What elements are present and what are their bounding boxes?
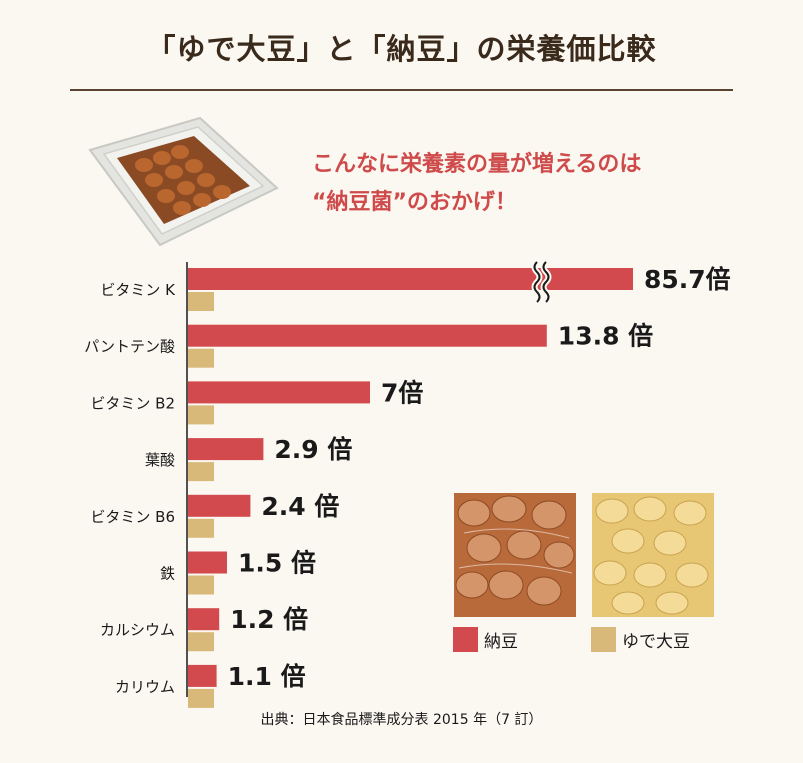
bar-natto bbox=[188, 608, 220, 631]
data-label: 1.1 倍 bbox=[228, 662, 306, 691]
category-label: パントテン酸 bbox=[84, 338, 175, 356]
natto-photo bbox=[454, 493, 576, 617]
legend-boiled: ゆで大豆 bbox=[591, 625, 690, 653]
bar-boiled bbox=[188, 348, 214, 368]
category-label: カルシウム bbox=[100, 621, 175, 639]
legend-boiled-swatch bbox=[591, 626, 616, 652]
bar-boiled bbox=[188, 405, 214, 425]
axis-break-mark bbox=[542, 261, 550, 303]
bar-natto bbox=[188, 494, 251, 517]
bar-boiled bbox=[188, 632, 214, 652]
callout-text: こんなに栄養素の量が増えるのは “納豆菌”のおかげ！ bbox=[312, 146, 641, 222]
data-label: 1.5 倍 bbox=[238, 549, 316, 578]
category-label: 鉄 bbox=[160, 565, 175, 583]
bar-natto bbox=[188, 438, 264, 461]
bar-natto bbox=[188, 664, 217, 687]
page-title: 「ゆで大豆」と「納豆」の栄養価比較 bbox=[146, 32, 657, 66]
data-label: 85.7倍 bbox=[644, 265, 731, 294]
category-label: 葉酸 bbox=[145, 451, 175, 469]
legend-boiled-label: ゆで大豆 bbox=[622, 631, 690, 652]
source-note: 出典：日本食品標準成分表 2015 年（7 訂） bbox=[260, 712, 543, 728]
category-label: ビタミン B6 bbox=[90, 508, 175, 526]
category-label: カリウム bbox=[115, 678, 175, 696]
data-label: 2.9 倍 bbox=[274, 435, 352, 464]
legend-natto-swatch bbox=[453, 626, 478, 652]
callout-line-1: こんなに栄養素の量が増えるのは bbox=[312, 152, 642, 177]
bar-natto bbox=[188, 381, 370, 404]
axis-break-mark bbox=[533, 261, 541, 303]
legend-natto-label: 納豆 bbox=[484, 631, 518, 652]
bar-boiled bbox=[188, 518, 214, 538]
bar-natto bbox=[188, 324, 547, 347]
callout-line-2: “納豆菌”のおかげ！ bbox=[312, 190, 517, 215]
bar-boiled bbox=[188, 292, 214, 311]
bar-boiled bbox=[188, 575, 214, 595]
bar-natto bbox=[188, 268, 633, 290]
category-label: ビタミン K bbox=[100, 281, 176, 299]
data-label: 1.2 倍 bbox=[230, 605, 308, 634]
data-label: 7倍 bbox=[381, 378, 423, 407]
bar-boiled bbox=[188, 462, 214, 482]
natto-tray-illustration bbox=[88, 116, 279, 247]
data-label: 2.4 倍 bbox=[261, 492, 339, 521]
category-label: ビタミン B2 bbox=[90, 394, 175, 412]
data-label: 13.8 倍 bbox=[558, 322, 653, 351]
boiled-soybean-photo bbox=[592, 493, 714, 617]
bar-natto bbox=[188, 551, 227, 574]
bar-boiled bbox=[188, 688, 214, 708]
title-divider bbox=[70, 89, 733, 91]
legend-natto: 納豆 bbox=[453, 625, 518, 653]
